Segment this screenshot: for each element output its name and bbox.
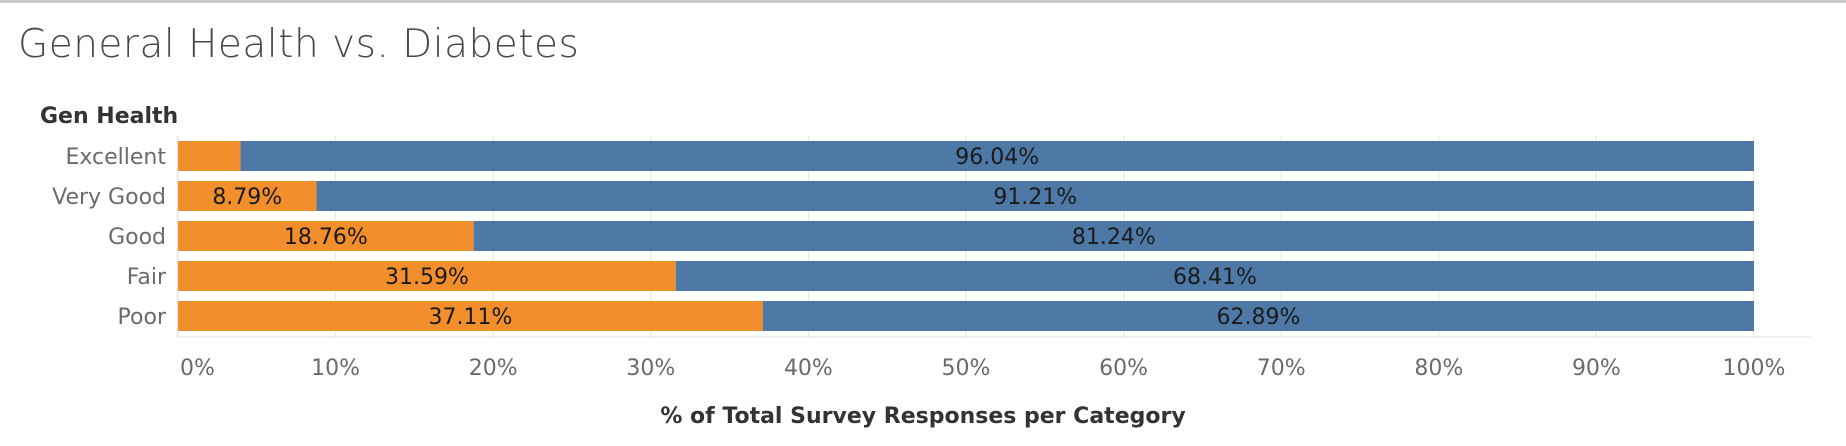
- x-tick-label: 60%: [1099, 356, 1148, 381]
- bar-segment: [178, 261, 676, 291]
- x-tick-label: 70%: [1257, 356, 1306, 381]
- top-border: [0, 0, 1846, 3]
- x-tick-label: 80%: [1414, 356, 1463, 381]
- x-tick-label: 20%: [469, 356, 518, 381]
- x-tick-label: 10%: [311, 356, 360, 381]
- category-label: Excellent: [66, 145, 167, 170]
- x-axis-title: % of Total Survey Responses per Category: [660, 404, 1186, 429]
- category-label: Very Good: [52, 185, 166, 210]
- data-label: 96.04%: [955, 145, 1039, 170]
- bar-segment: [178, 301, 763, 331]
- bar-segment: [178, 141, 241, 171]
- category-label: Fair: [127, 265, 167, 290]
- x-tick-label: 50%: [942, 356, 991, 381]
- bar-segment: [762, 301, 1754, 331]
- data-label: 91.21%: [993, 185, 1077, 210]
- row-axis-header: Gen Health: [40, 104, 179, 129]
- bar-segment: [178, 181, 317, 211]
- data-label: 31.59%: [385, 265, 469, 290]
- chart-title: General Health vs. Diabetes: [18, 22, 580, 67]
- x-tick-label: 100%: [1723, 356, 1786, 381]
- x-tick-label: 40%: [784, 356, 833, 381]
- bar-segment: [178, 221, 474, 251]
- data-label: 62.89%: [1216, 305, 1300, 330]
- data-label: 18.76%: [284, 225, 368, 250]
- x-tick-label: 30%: [626, 356, 675, 381]
- bar-segment: [316, 181, 1754, 211]
- data-label: 37.11%: [428, 305, 512, 330]
- data-label: 68.41%: [1173, 265, 1257, 290]
- data-label: 8.79%: [212, 185, 282, 210]
- category-label: Good: [108, 225, 166, 250]
- bar-segment: [675, 261, 1754, 291]
- category-label: Poor: [118, 305, 167, 330]
- x-tick-label: 90%: [1572, 356, 1621, 381]
- bar-segment: [473, 221, 1754, 251]
- x-tick-label: 0%: [180, 356, 215, 381]
- bar-segment: [240, 141, 1754, 171]
- data-label: 81.24%: [1072, 225, 1156, 250]
